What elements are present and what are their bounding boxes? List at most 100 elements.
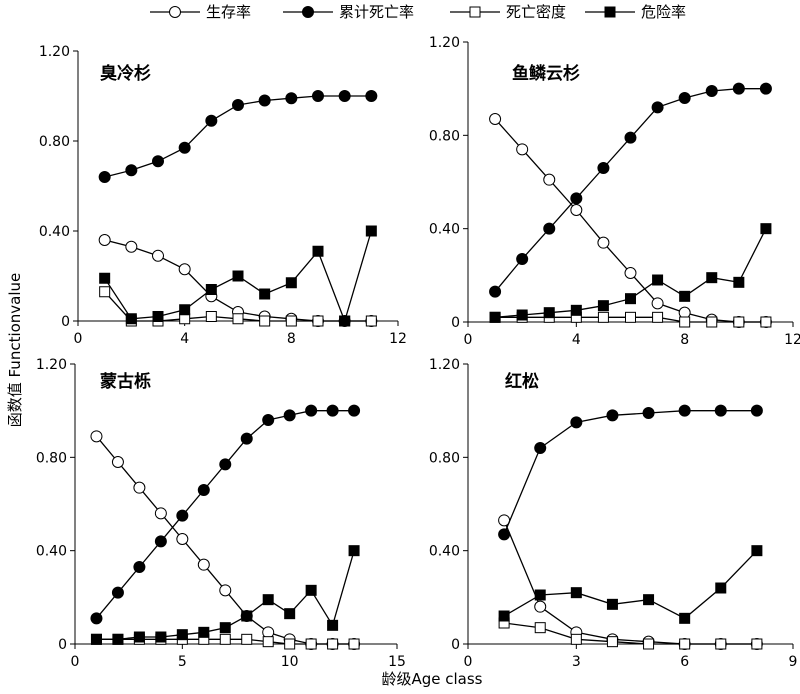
data-point [90,612,103,625]
data-point [606,598,618,610]
data-point [284,638,296,650]
data-point [99,272,111,284]
data-point [534,600,547,613]
data-point [597,300,609,312]
data-point [652,311,664,323]
data-point [133,481,146,494]
data-point [90,633,102,645]
data-point [570,416,583,429]
data-point [197,484,210,496]
data-point [99,286,111,298]
y-tick-label: 0 [61,314,70,330]
series-累计死亡率 [489,82,772,298]
data-point [365,315,377,327]
data-point [98,234,111,246]
data-point [176,533,189,545]
data-point [312,245,324,257]
data-point [339,315,351,327]
data-point [112,633,124,645]
data-point [232,99,244,111]
series-累计死亡率 [498,404,763,541]
x-axis-label: 龄级Age class [381,670,482,688]
panel-title: 红松 [505,371,539,392]
data-point [624,267,637,279]
data-point [516,309,528,321]
data-point [498,610,510,622]
legend-marker [604,6,616,18]
legend-label: 危险率 [641,3,686,21]
data-point [125,164,138,177]
y-axis-label: 函数值 Functionvalue [6,273,24,428]
y-tick-label: 0.40 [36,544,67,560]
data-point [759,82,772,95]
series-line [494,118,766,323]
data-point [176,629,188,641]
x-tick-label: 12 [784,332,800,348]
data-point [154,507,167,520]
series-累计死亡率 [90,404,361,625]
series-死亡密度 [498,617,763,650]
data-point [285,92,298,105]
data-point [570,633,582,645]
data-point [125,313,137,325]
y-tick-label: 0.40 [39,224,70,240]
data-point [154,535,167,548]
x-tick-label: 3 [572,654,581,670]
series-累计死亡率 [98,90,378,183]
panel-title: 蒙古栎 [100,371,151,392]
series-line [494,88,766,293]
y-tick-label: 0.80 [39,134,70,150]
panel-3: 0 0.40 0.80 1.20 0 5 10 15 蒙古栎 [36,357,406,670]
data-point [327,619,339,631]
data-point [338,90,351,102]
y-tick-label: 0 [451,315,460,331]
data-point [152,155,164,168]
data-point [643,594,655,606]
data-point [715,582,727,594]
data-point [543,222,556,235]
data-point [543,307,555,319]
data-point [760,316,772,328]
data-point [732,82,745,95]
data-point [570,587,582,599]
y-tick-label: 0.40 [429,222,460,238]
x-tick-label: 4 [572,332,581,348]
legend-item: 危险率 [585,3,686,21]
data-point [516,143,529,156]
data-point [643,638,655,650]
data-point [543,173,556,186]
data-point [125,240,138,253]
data-point [305,638,317,650]
data-point [179,304,191,316]
legend-item: 死亡密度 [450,3,566,21]
data-point [197,558,210,571]
data-point [706,272,718,284]
x-tick-label: 0 [464,654,473,670]
data-point [489,113,502,125]
data-point [679,638,691,650]
data-point [232,313,244,325]
legend: 生存率 累计死亡率 死亡密度 危险率 [150,3,686,21]
data-point [283,409,296,422]
x-tick-label: 4 [180,331,189,347]
series-危险率 [498,545,763,624]
x-tick-label: 0 [464,332,473,348]
data-point [597,236,610,249]
x-tick-label: 8 [287,331,296,347]
series-line [503,550,758,620]
panel-2: 0 0.40 0.80 1.20 0 4 8 12 鱼鳞云杉 [429,35,800,348]
legend-label: 生存率 [206,3,251,21]
y-tick-label: 1.20 [429,357,460,373]
data-point [625,311,636,323]
data-point [133,631,145,643]
legend-marker [469,6,481,18]
data-point [606,636,618,648]
data-point [489,285,502,298]
data-point [178,263,191,276]
data-point [652,274,664,286]
data-point [205,114,218,127]
data-point [176,509,189,522]
series-危险率 [99,225,377,327]
x-tick-label: 9 [789,654,798,670]
data-point [219,622,231,634]
